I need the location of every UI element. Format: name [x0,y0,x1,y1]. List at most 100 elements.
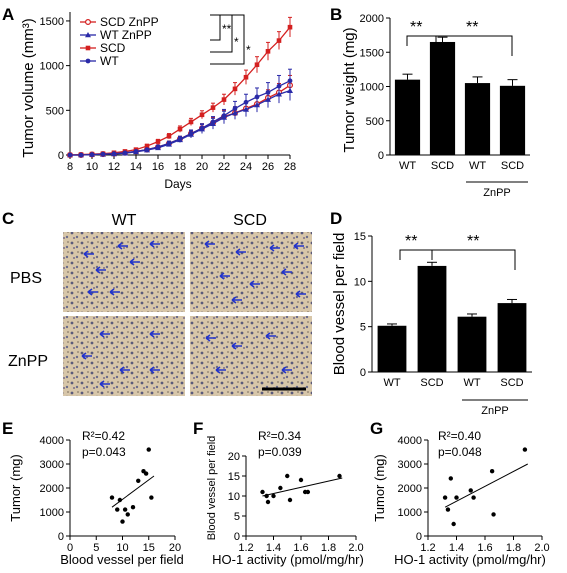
data-point [188,131,194,136]
panel-a-xtick-label: 20 [196,161,208,173]
data-point [254,94,260,100]
arrow-icon [231,342,242,350]
panel-b-sig-1: ** [410,19,422,36]
panel-e-p: p=0.043 [82,445,126,459]
data-point [144,147,150,153]
panel-b-bar [429,41,456,155]
data-point [232,86,238,92]
data-point [221,113,227,119]
panel-e-ytick-label: 4000 [40,435,64,447]
panel-b-letter: B [330,5,342,24]
panel-a: A Tumor volume (mm³) Days 0 500 1000 1500 8 1… [2,5,296,191]
data-point [144,143,150,149]
panel-e-xtick-label: 5 [93,542,99,554]
data-point [287,78,293,84]
panel-e-ytick-label: 1000 [40,507,64,519]
data-point [177,126,183,132]
panel-g-xtick-label: 1.4 [449,542,464,554]
panel-b-ylabel: Tumor weight (mg) [341,27,358,152]
panel-c-col-scd: SCD [233,212,267,229]
data-point [85,45,91,51]
panel-g-point [468,488,473,493]
data-point [100,151,106,157]
panel-e-ytick-label: 0 [58,531,64,543]
panel-d-znpp-label: ZnPP [481,405,509,417]
panel-g-ytick-label: 2000 [398,483,422,495]
panel-g: G Tumor (mg) HO-1 activity (pmol/mg/hr) … [370,419,550,567]
panel-f-point [260,489,265,495]
arrow-icon [119,366,130,374]
panel-f-point [271,493,276,499]
panel-g-point [442,495,448,500]
panel-e-xtick-label: 10 [116,542,128,554]
panel-e-point [149,495,154,500]
arrow-icon [99,380,110,388]
panel-a-xtick-label: 14 [130,161,142,173]
arrow-icon [95,266,106,274]
panel-b-category-label: WT [469,160,486,172]
panel-b-znpp-label: ZnPP [483,187,511,199]
panel-b-sig-2: ** [466,19,478,36]
data-point [265,90,271,95]
panel-f-point [298,477,304,483]
panel-g-ytick-label: 4000 [398,435,422,447]
panel-a-axes: 0 500 1000 1500 8 10 12 14 16 18 20 22 24 26 28 [40,12,296,173]
panel-f-xlabel: HO-1 activity (pmol/mg/hr) [212,552,364,567]
arrow-icon [87,288,98,296]
panel-b-bar [499,85,526,155]
panel-e-point [130,505,136,510]
panel-g-ylabel: Tumor (mg) [372,454,387,521]
data-point [232,106,238,111]
panel-a-xtick-label: 8 [67,161,73,173]
panel-f-ytick-label: 15 [228,471,240,483]
panel-b-bar [394,79,421,155]
panel-f-fit-line [262,477,343,497]
legend-label: SCD [100,41,126,55]
panel-a-xtick-label: 28 [284,161,296,173]
arrow-icon [281,366,292,374]
data-point [84,19,91,26]
panel-f-xtick-label: 1.4 [266,542,281,554]
panel-d-brackets [399,249,516,270]
panel-d-ytick-label: 0 [360,367,366,379]
panel-f-point [287,497,293,503]
panel-a-xtick-label: 18 [174,161,186,173]
micrograph-scd-znpp [190,316,312,396]
data-point [243,99,249,105]
panel-f-ytick-label: 10 [228,491,240,503]
panel-e-point [120,519,125,524]
panel-b-bars [394,36,526,155]
data-point [210,105,216,110]
panel-f-point [337,473,342,479]
panel-a-sig-2: * [234,35,239,49]
arrow-icon [129,258,140,266]
panel-e-r2: R²=0.42 [82,429,125,443]
arrow-icon [269,244,280,252]
panel-g-ytick-label: 1000 [398,507,422,519]
panel-f-xtick-label: 2.0 [348,542,363,554]
panel-a-letter: A [2,5,14,24]
arrow-icon [293,242,304,250]
panel-e-point [136,478,141,483]
panel-d-category-label: WT [383,377,400,389]
data-point [221,97,227,102]
panel-a-sig-3: * [246,43,251,57]
arrow-icon [149,240,160,248]
panel-a-xtick-label: 16 [152,161,164,173]
arrow-icon [231,296,242,304]
panel-f-ytick-label: 0 [234,531,240,543]
panel-d-axes: 0 5 10 15 WT SCD WT SCD [354,231,532,389]
panel-a-series [66,16,294,159]
panel-d-bar [497,303,527,372]
series-wt [67,68,293,158]
panel-e-point [115,507,120,512]
data-point [155,144,161,150]
panel-f-xtick-label: 1.6 [293,542,308,554]
panel-e-ylabel: Tumor (mg) [8,454,23,521]
data-point [243,74,249,80]
panel-a-xlabel: Days [164,177,191,191]
panel-g-point [451,521,456,527]
panel-f-r2: R²=0.34 [258,429,301,443]
